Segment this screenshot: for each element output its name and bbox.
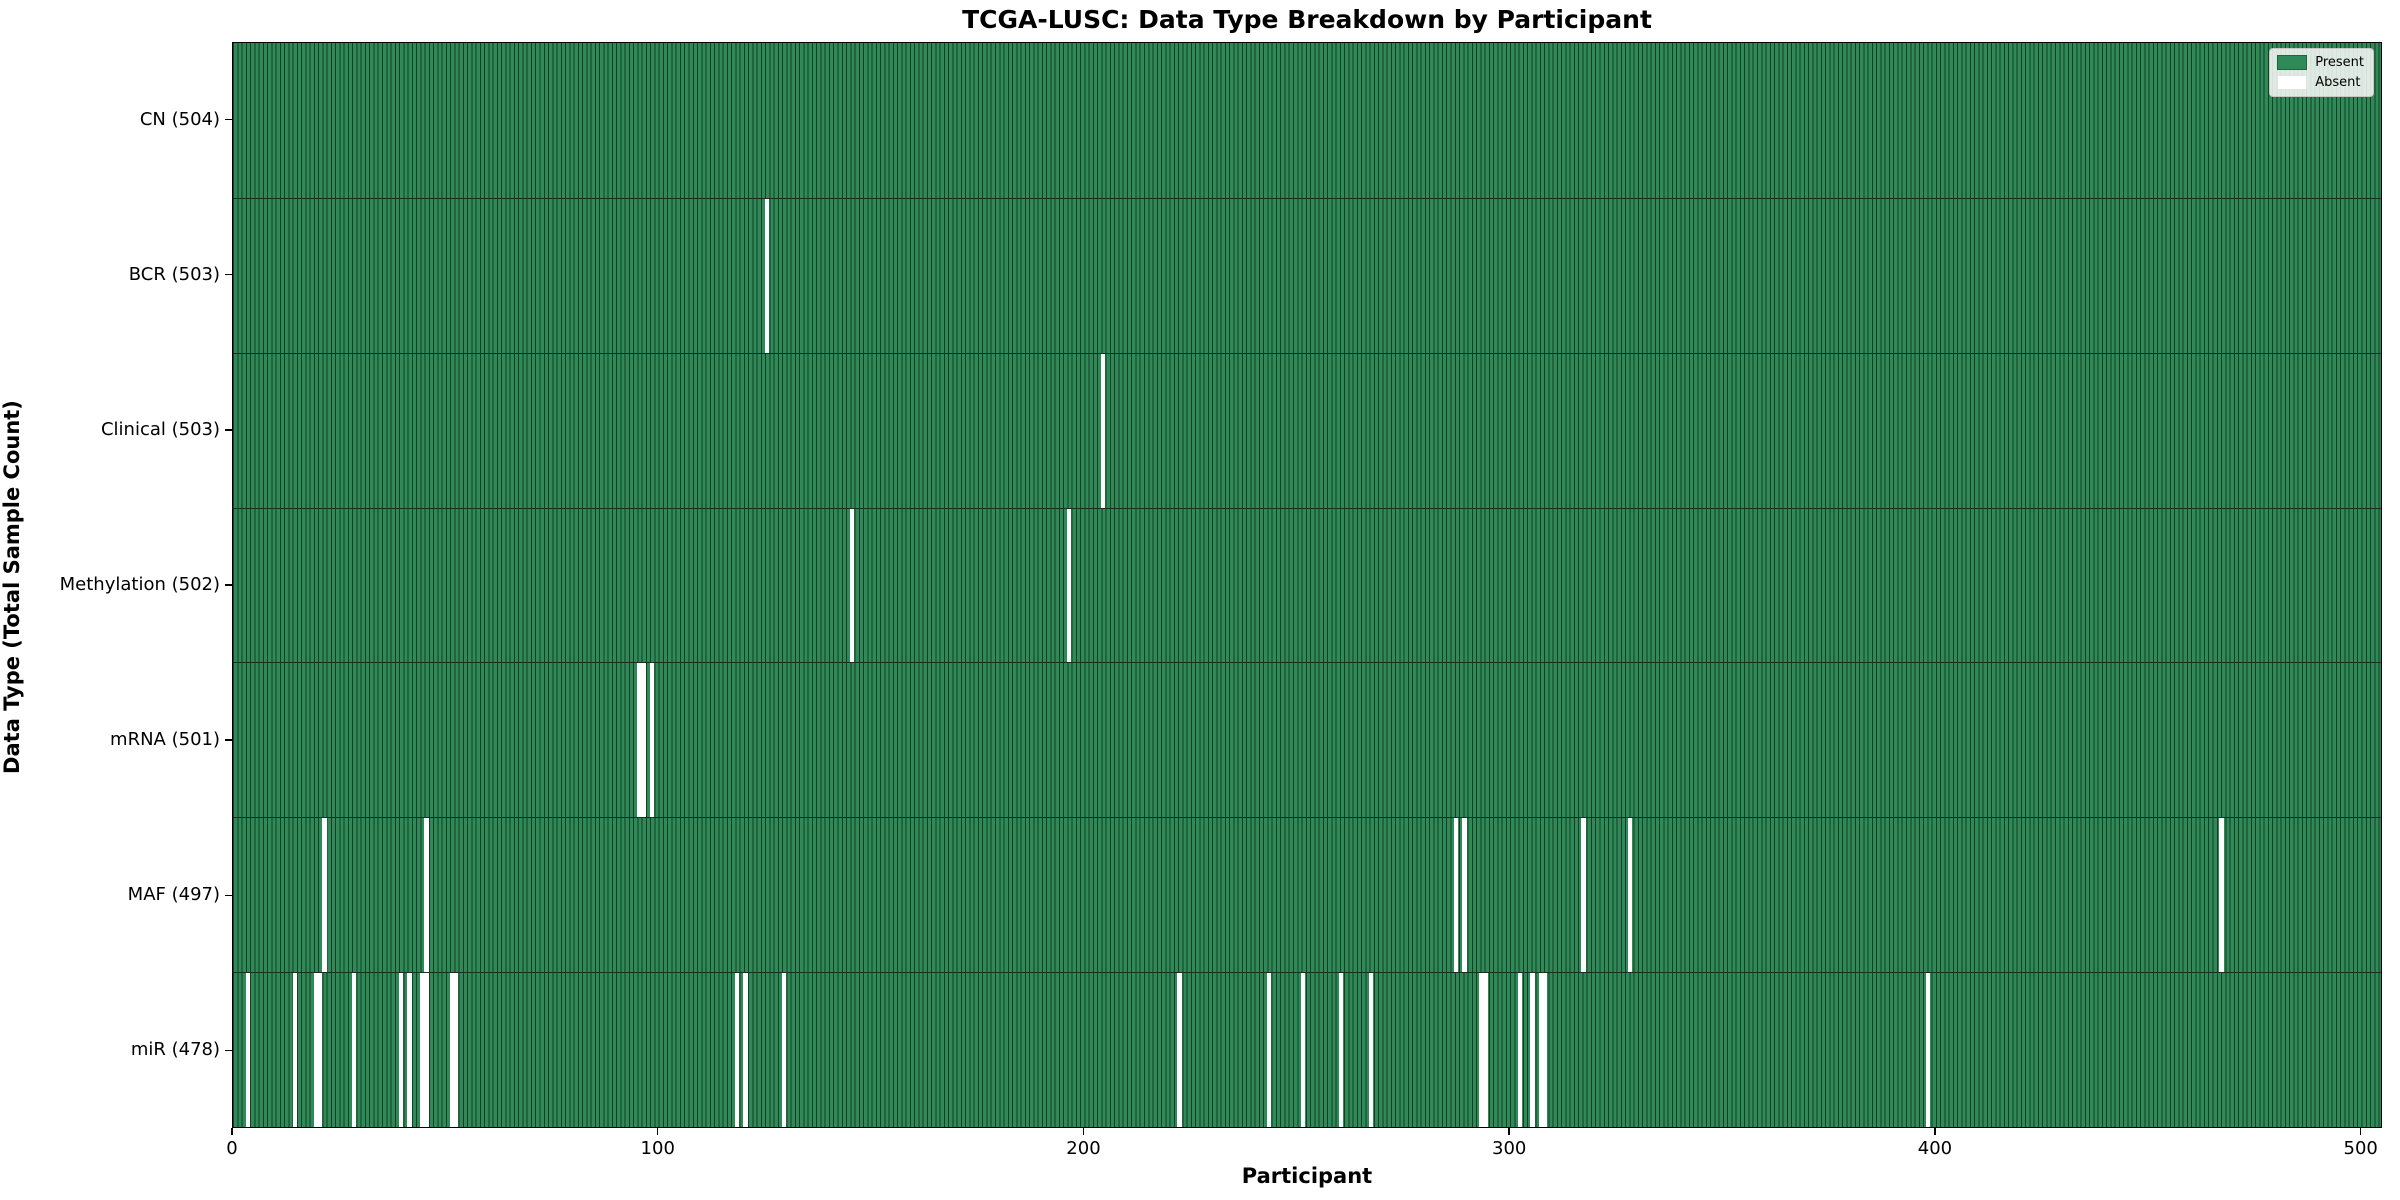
y-tick-label: Methylation (502) <box>59 574 220 595</box>
absent-gap <box>292 973 297 1127</box>
absent-gap <box>1925 973 1931 1127</box>
absent-gap <box>1517 973 1522 1127</box>
absent-gap <box>424 973 429 1127</box>
x-tick-mark <box>2359 1128 2362 1135</box>
absent-gap <box>1543 973 1548 1127</box>
absent-gap <box>1483 973 1488 1127</box>
absent-gap <box>734 973 740 1127</box>
absent-gap <box>1177 973 1182 1127</box>
present-swatch-icon <box>2277 55 2308 70</box>
x-tick-label: 0 <box>226 1138 238 1159</box>
x-tick-mark <box>1934 1128 1936 1135</box>
absent-gap <box>1538 973 1544 1127</box>
absent-gap <box>1462 818 1467 973</box>
absent-gap <box>449 973 455 1127</box>
chart-title: TCGA-LUSC: Data Type Breakdown by Partic… <box>962 5 1652 34</box>
x-tick-mark <box>231 1128 233 1135</box>
absent-gap <box>407 973 412 1127</box>
y-tick-label: Clinical (503) <box>100 418 220 440</box>
x-tick-mark <box>1082 1128 1085 1135</box>
legend-item-absent: Absent <box>2277 75 2364 90</box>
absent-gap <box>352 973 357 1127</box>
absent-gap <box>1628 818 1633 973</box>
legend-label-present: Present <box>2315 55 2364 70</box>
absent-gap <box>849 508 854 663</box>
x-axis-label: Participant <box>1241 1164 1373 1188</box>
absent-gap <box>1100 353 1105 508</box>
x-tick-label: 500 <box>2343 1138 2378 1159</box>
absent-gap <box>1066 508 1071 663</box>
x-tick-mark <box>656 1128 659 1135</box>
legend-item-present: Present <box>2277 55 2364 70</box>
absent-gap <box>2219 818 2224 973</box>
absent-gap <box>764 198 769 353</box>
x-tick-label: 200 <box>1066 1138 1101 1159</box>
absent-gap <box>743 973 748 1127</box>
absent-gap <box>1479 973 1484 1127</box>
x-tick-label: 100 <box>640 1138 675 1159</box>
absent-gap <box>641 663 646 818</box>
plot-area: Present Absent <box>232 42 2382 1128</box>
heatmap-row-maf <box>233 817 2381 973</box>
y-tick-mark <box>225 894 232 897</box>
absent-gap <box>1368 973 1373 1127</box>
absent-gap <box>322 818 327 973</box>
heatmap-row-mir <box>233 972 2381 1127</box>
y-tick-mark <box>225 584 232 586</box>
heatmap-row-clinical <box>233 352 2381 508</box>
legend: Present Absent <box>2269 48 2374 97</box>
absent-gap <box>781 973 786 1127</box>
y-tick-mark <box>225 429 232 431</box>
absent-gap <box>1530 973 1535 1127</box>
absent-gap <box>1338 973 1344 1127</box>
heatmap-row-bcr <box>233 197 2381 353</box>
x-tick-label: 400 <box>1917 1138 1953 1159</box>
absent-gap <box>454 973 459 1127</box>
absent-gap <box>424 818 429 973</box>
absent-gap <box>313 973 319 1127</box>
absent-gap <box>1300 973 1305 1127</box>
y-tick-label: MAF (497) <box>127 884 220 906</box>
absent-gap <box>637 663 642 818</box>
heatmap-row-cn <box>233 43 2381 198</box>
x-tick-mark <box>1508 1128 1510 1135</box>
absent-swatch-icon <box>2277 75 2308 90</box>
absent-gap <box>1453 818 1458 973</box>
absent-gap <box>1581 818 1586 973</box>
absent-gap <box>398 973 404 1127</box>
y-tick-label: CN (504) <box>139 108 220 130</box>
absent-gap <box>1266 973 1271 1127</box>
y-tick-label: miR (478) <box>130 1039 220 1061</box>
y-tick-mark <box>225 118 232 121</box>
absent-gap <box>318 973 323 1127</box>
heatmap-row-mrna <box>233 662 2381 818</box>
y-tick-mark <box>225 1049 232 1052</box>
y-tick-mark <box>225 739 232 741</box>
legend-label-absent: Absent <box>2315 75 2361 90</box>
absent-gap <box>649 663 655 818</box>
absent-gap <box>245 973 250 1127</box>
heatmap-row-methylation <box>233 507 2381 663</box>
absent-gap <box>420 973 425 1127</box>
y-tick-mark <box>225 273 232 276</box>
x-tick-label: 300 <box>1492 1138 1527 1159</box>
y-tick-label: mRNA (501) <box>110 729 220 751</box>
y-tick-label: BCR (503) <box>128 263 220 285</box>
